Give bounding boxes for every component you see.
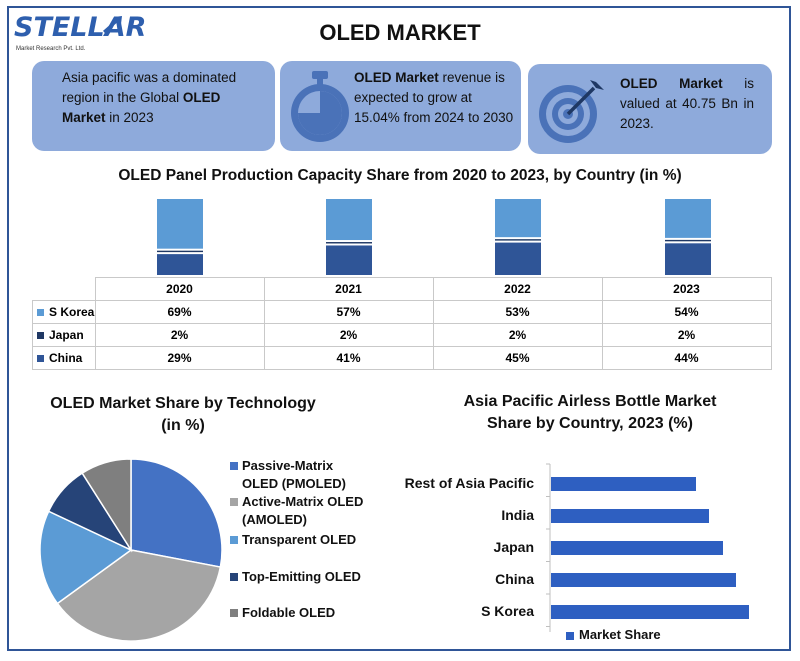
legend-swatch	[230, 498, 238, 506]
hbar-category-label: India	[501, 507, 534, 523]
pie-legend-label: Passive-Matrix OLED (PMOLED)	[242, 458, 346, 491]
pie-legend-label: Transparent OLED	[242, 532, 357, 547]
table-row: S Korea 69% 57% 53% 54%	[32, 300, 772, 324]
target-icon	[539, 80, 604, 143]
stacked-bar-segment-japan	[495, 239, 541, 241]
table-cell: 53%	[432, 300, 603, 324]
table-cell: 57%	[263, 300, 434, 324]
table-cell: 54%	[601, 300, 772, 324]
capacity-chart-title: OLED Panel Production Capacity Share fro…	[118, 167, 682, 184]
pie-legend-label: Active-Matrix OLED (AMOLED)	[242, 494, 364, 527]
card-text: Asia pacific was a dominated region in t…	[62, 70, 237, 125]
logo-arrow-icon	[103, 16, 122, 34]
stacked-bar-segment-japan	[157, 250, 203, 253]
stacked-bar-segment-s-korea	[157, 199, 203, 249]
infographic-frame	[7, 6, 791, 651]
stacked-bar-segment-china	[495, 242, 541, 275]
legend-swatch	[230, 609, 238, 617]
logo-text: STELLAR	[14, 12, 147, 43]
info-card-growth: OLED Market revenue is expected to grow …	[280, 61, 521, 151]
legend-swatch	[230, 462, 238, 470]
col-header: 2020	[94, 277, 265, 301]
row-label-japan: Japan	[32, 323, 96, 347]
table-cell: 45%	[432, 346, 603, 370]
stacked-bar-segment-s-korea	[665, 199, 711, 238]
stacked-bar-segment-s-korea	[326, 199, 372, 241]
col-header: 2023	[601, 277, 772, 301]
hbar-bar	[551, 573, 736, 587]
pie-slice	[56, 549, 222, 642]
stopwatch-icon	[291, 71, 349, 142]
pie-legend-label: Top-Emitting OLED	[242, 569, 361, 584]
table-cell: 2%	[94, 323, 265, 347]
table-corner	[32, 277, 96, 301]
logo-subtitle: Market Research Pvt. Ltd.	[16, 46, 86, 52]
table-cell: 44%	[601, 346, 772, 370]
pie-slice	[130, 458, 223, 568]
stacked-bar-segment-china	[157, 254, 203, 275]
stellar-logo: STELLAR Market Research Pvt. Ltd.	[14, 12, 146, 56]
table-row: Japan 2% 2% 2% 2%	[32, 323, 772, 347]
legend-swatch	[37, 332, 44, 340]
table-cell: 69%	[94, 300, 265, 324]
table-cell: 41%	[263, 346, 434, 370]
pie-chart-title: OLED Market Share by Technology (in %)	[50, 395, 316, 434]
hbar-legend: Market Share	[566, 627, 661, 642]
hbar-category-label: Rest of Asia Pacific	[404, 475, 534, 491]
airless-bar-chart	[546, 463, 749, 632]
stacked-bar-segment-japan	[665, 239, 711, 242]
stacked-bar-segment-s-korea	[495, 199, 541, 238]
capacity-stacked-bars	[157, 199, 711, 275]
legend-swatch	[37, 309, 44, 317]
col-header: 2022	[432, 277, 603, 301]
technology-pie-chart	[39, 458, 223, 642]
hbar-bar	[551, 477, 696, 491]
legend-swatch	[230, 536, 238, 544]
table-cell: 2%	[601, 323, 772, 347]
hbar-category-label: China	[495, 571, 534, 587]
stacked-bar-segment-china	[665, 243, 711, 275]
legend-swatch	[37, 355, 44, 363]
card-text: OLED Market revenue is expected to grow …	[354, 70, 514, 125]
table-row: China 29% 41% 45% 44%	[32, 346, 772, 370]
hbar-bar	[551, 541, 723, 555]
pie-slice	[39, 510, 133, 605]
legend-swatch	[566, 631, 574, 640]
hbar-bar	[551, 605, 749, 619]
hbar-category-label: S Korea	[481, 603, 534, 619]
capacity-table: 2020 2021 2022 2023 S Korea 69% 57% 53% …	[32, 277, 772, 370]
row-label-s-korea: S Korea	[32, 300, 96, 324]
table-cell: 2%	[263, 323, 434, 347]
row-label-china: China	[32, 346, 96, 370]
legend-swatch	[230, 573, 238, 581]
col-header: 2021	[263, 277, 434, 301]
hbar-category-label: Japan	[493, 539, 534, 555]
info-card-valuation: OLED Market is valued at 40.75 Bn in 202…	[528, 64, 772, 154]
info-card-dominance: Asia pacific was a dominated region in t…	[32, 61, 275, 151]
hbar-bar	[551, 509, 709, 523]
page-title: OLED MARKET	[319, 20, 481, 45]
pie-slice	[81, 458, 132, 553]
stacked-bar-segment-china	[326, 245, 372, 275]
pie-legend-label: Foldable OLED	[242, 605, 336, 620]
card-text: OLED Market is valued at 40.75 Bn in 202…	[620, 76, 754, 131]
table-cell: 2%	[432, 323, 603, 347]
stacked-bar-segment-japan	[326, 242, 372, 244]
table-cell: 29%	[94, 346, 265, 370]
table-header-row: 2020 2021 2022 2023	[32, 277, 772, 301]
airless-chart-title: Asia Pacific Airless Bottle Market Share…	[463, 393, 717, 432]
